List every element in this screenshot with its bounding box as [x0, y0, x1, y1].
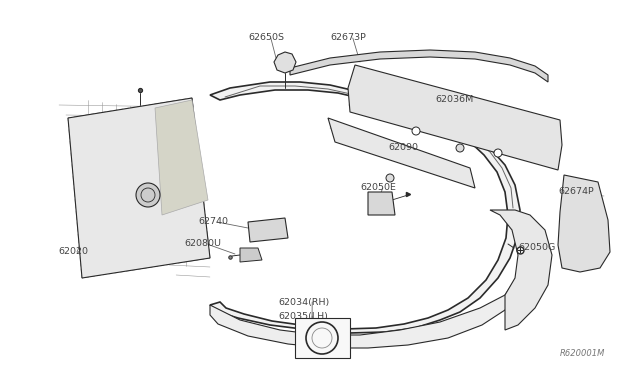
Text: 62740: 62740	[198, 218, 228, 227]
Circle shape	[494, 149, 502, 157]
Polygon shape	[348, 65, 562, 170]
Polygon shape	[558, 175, 610, 272]
Text: 62050E: 62050E	[360, 183, 396, 192]
Text: 62050G: 62050G	[518, 244, 556, 253]
Circle shape	[412, 127, 420, 135]
Text: 62080U: 62080U	[184, 240, 221, 248]
Polygon shape	[248, 218, 288, 242]
Polygon shape	[328, 118, 475, 188]
Text: 62036M: 62036M	[435, 96, 473, 105]
Circle shape	[136, 183, 160, 207]
Bar	[295, 318, 350, 358]
Circle shape	[386, 174, 394, 182]
Polygon shape	[210, 280, 515, 348]
Text: 62035(LH): 62035(LH)	[278, 311, 328, 321]
Polygon shape	[240, 248, 262, 262]
Polygon shape	[210, 82, 520, 333]
Text: 62034(RH): 62034(RH)	[278, 298, 329, 307]
Polygon shape	[368, 192, 395, 215]
Text: 62673P: 62673P	[330, 33, 366, 42]
Polygon shape	[274, 52, 296, 73]
Polygon shape	[68, 98, 210, 278]
Text: 62674P: 62674P	[558, 187, 594, 196]
Text: 62090: 62090	[388, 144, 418, 153]
Text: R620001M: R620001M	[560, 349, 605, 358]
Polygon shape	[290, 50, 548, 82]
Polygon shape	[155, 100, 208, 215]
Text: 62650S: 62650S	[248, 33, 284, 42]
Text: 62020: 62020	[58, 247, 88, 257]
Circle shape	[456, 144, 464, 152]
Polygon shape	[490, 210, 552, 330]
